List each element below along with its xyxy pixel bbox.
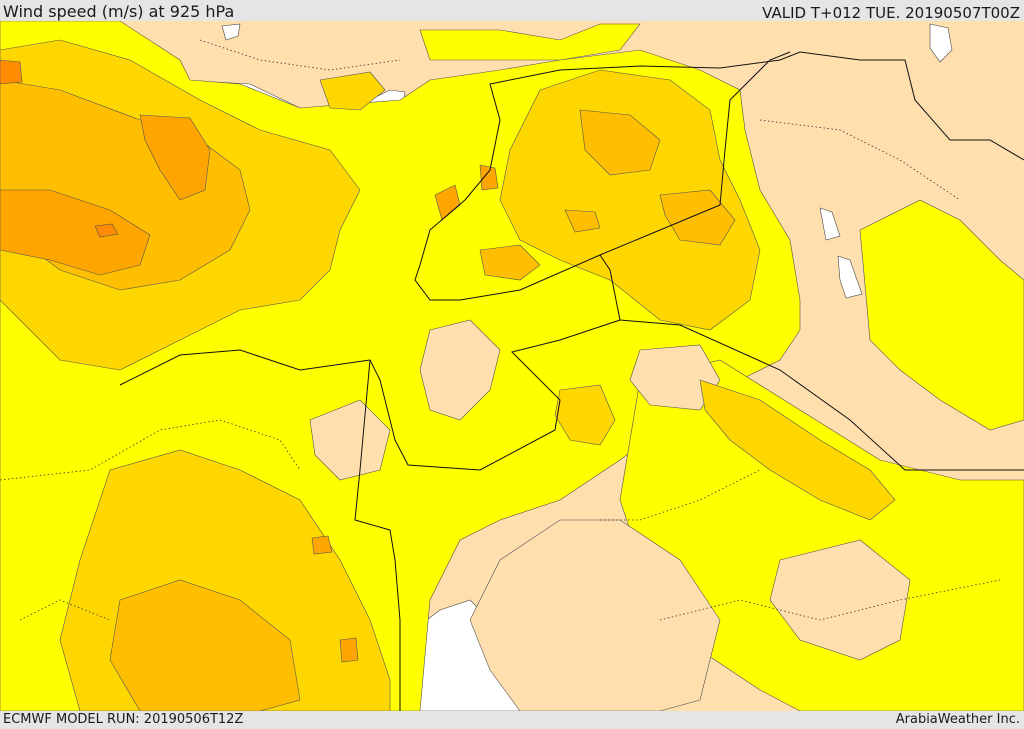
low-wind-south-east [769,539,911,661]
title-bar [0,0,1024,21]
yellow-north-strip [419,23,641,61]
gold-small-2 [319,71,386,111]
valid-time: VALID T+012 TUE. 20190507T00Z [762,4,1020,22]
internal-border-1 [0,419,301,481]
border-iraq [599,51,791,256]
footer-bar [0,711,1024,729]
model-run-label: ECMWF MODEL RUN: 20190506T12Z [3,712,244,727]
orange-anatolia [0,189,151,276]
yellow-east-zone [859,199,1024,431]
border-turkey [419,51,1024,266]
gold-saudi-streak [699,379,896,521]
internal-boundaries [0,39,1001,621]
internal-border-2 [600,469,761,521]
gulf-water [929,23,953,63]
orange-small-1 [434,184,461,221]
low-wind-central [629,344,721,411]
orange-small-2 [479,164,499,191]
orange-level-areas [0,114,499,663]
caspian-patch [221,23,241,41]
dark-orange-core-1 [94,223,119,238]
dark-orange-level-areas [0,59,119,238]
amber-small-2 [564,209,601,233]
low-wind-sinai [309,399,391,481]
map-title: Wind speed (m/s) at 925 hPa [3,2,235,21]
internal-border-4 [759,119,961,201]
gulf-water-3 [837,255,863,299]
gold-small-1 [554,384,616,446]
border-levant [369,254,621,471]
orange-small-3 [311,535,333,555]
border-saudi [619,319,1024,471]
internal-border-6 [19,599,111,621]
amber-north-east-2 [659,189,736,246]
low-wind-inclusions [309,319,911,711]
amber-egypt-core [109,579,301,711]
borders [119,51,1024,711]
low-wind-levant [419,319,501,421]
orange-black-sea-coast [139,114,211,201]
orange-small-4 [339,637,359,663]
internal-border-5 [199,39,401,71]
gulf-water-2 [819,207,841,241]
amber-small-1 [479,244,541,281]
border-egypt [119,349,371,386]
wind-speed-map [0,21,1024,711]
amber-north-east-core [579,109,661,176]
credit-label: ArabiaWeather Inc. [895,712,1020,727]
internal-border-3 [659,579,1001,621]
dark-orange-core-2 [0,59,23,85]
border-sinai [354,359,401,711]
gold-north-east [499,69,761,331]
